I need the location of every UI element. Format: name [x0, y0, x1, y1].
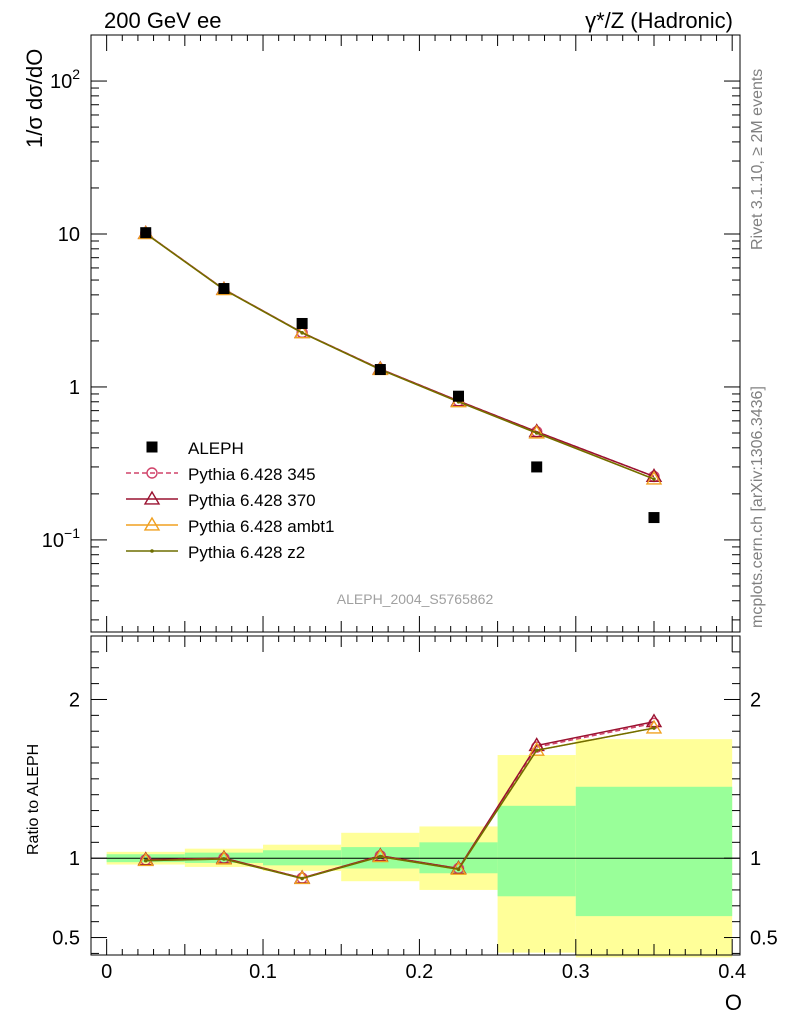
ratio-point — [300, 876, 304, 881]
y-tick-label: 1 — [69, 377, 80, 399]
main-frame: 10−1 1 10 102 — [42, 34, 741, 633]
legend-label: Pythia 6.428 345 — [188, 465, 316, 484]
ratio-ylabel: Ratio to ALEPH — [25, 744, 42, 855]
y-tick-label: 10 — [58, 224, 80, 246]
header-left: 200 GeV ee — [104, 8, 221, 33]
series-aleph — [140, 227, 660, 524]
data-point — [293, 324, 311, 339]
analysis-id: ALEPH_2004_S5765862 — [337, 591, 494, 607]
legend-item: Pythia 6.428 ambt1 — [126, 516, 334, 536]
uncertainty-band-green — [575, 786, 733, 917]
ratio-point — [137, 852, 154, 867]
xlabel: O — [725, 990, 742, 1015]
x-tick-label: 0.4 — [718, 961, 746, 983]
data-point — [453, 390, 465, 402]
legend: ALEPH Pythia 6.428 345 Pythia 6.428 370 Pyt… — [126, 439, 334, 562]
data-point — [648, 512, 660, 524]
legend-marker — [143, 516, 161, 531]
ratio-point — [652, 726, 656, 730]
mcplots-label: mcplots.cern.ch [arXiv:1306.3436] — [749, 386, 766, 628]
legend-label: Pythia 6.428 ambt1 — [188, 517, 334, 536]
ratio-bands — [106, 739, 733, 958]
legend-label: ALEPH — [188, 439, 244, 458]
ratio-point — [378, 854, 383, 859]
ratio-point — [372, 848, 389, 863]
data-point — [534, 431, 539, 435]
legend-marker — [143, 490, 161, 505]
ratio-y-tick-label-right: 2 — [750, 689, 761, 711]
ratio-panel-frame — [90, 635, 741, 956]
legend-item: Pythia 6.428 z2 — [126, 543, 305, 562]
legend-label: Pythia 6.428 370 — [188, 491, 316, 510]
data-point — [140, 227, 152, 239]
legend-marker — [150, 549, 154, 553]
y-tick-label: 102 — [50, 66, 80, 93]
legend-label: Pythia 6.428 z2 — [188, 543, 305, 562]
ratio-y-tick-label: 2 — [69, 689, 80, 711]
legend-item: ALEPH — [146, 439, 244, 458]
main-panel-frame — [90, 34, 741, 633]
x-tick-label: 0.2 — [406, 961, 434, 983]
rivet-label: Rivet 3.1.10, ≥ 2M events — [749, 69, 766, 250]
ratio-point — [534, 748, 539, 753]
legend-marker — [146, 441, 158, 453]
data-point — [645, 468, 663, 483]
ratio-y-tick-label-right: 1 — [750, 848, 761, 870]
y-tick-label: 10−1 — [42, 525, 80, 552]
ratio-point — [456, 867, 461, 872]
ratio-y-tick-label-right: 0.5 — [750, 928, 778, 950]
data-point — [296, 317, 308, 329]
ratio-point — [222, 857, 226, 861]
legend-item: Pythia 6.428 345 — [126, 465, 316, 484]
main-ylabel: 1/σ dσ/dO — [22, 49, 47, 148]
ratio-point — [645, 719, 663, 734]
legend-item: Pythia 6.428 370 — [126, 490, 316, 510]
data-point — [300, 330, 304, 335]
data-point — [652, 477, 656, 481]
x-tick-label: 0 — [101, 961, 112, 983]
ratio-y-tick-label: 0.5 — [52, 928, 80, 950]
data-point — [374, 364, 386, 376]
x-tick-label: 0.1 — [249, 961, 277, 983]
uncertainty-band-green — [497, 805, 576, 897]
ratio-y-tick-label: 1 — [69, 848, 80, 870]
ratio-series-pythia-6-428-z2 — [143, 726, 656, 881]
main-series — [137, 224, 663, 524]
data-point — [218, 283, 230, 295]
ratio-point — [215, 850, 233, 865]
legend-marker — [146, 467, 158, 479]
header-right: γ*/Z (Hadronic) — [585, 8, 733, 33]
data-point — [531, 461, 543, 473]
ratio-point — [143, 858, 148, 863]
ratio-series — [137, 713, 663, 885]
x-tick-label: 0.3 — [562, 961, 590, 983]
